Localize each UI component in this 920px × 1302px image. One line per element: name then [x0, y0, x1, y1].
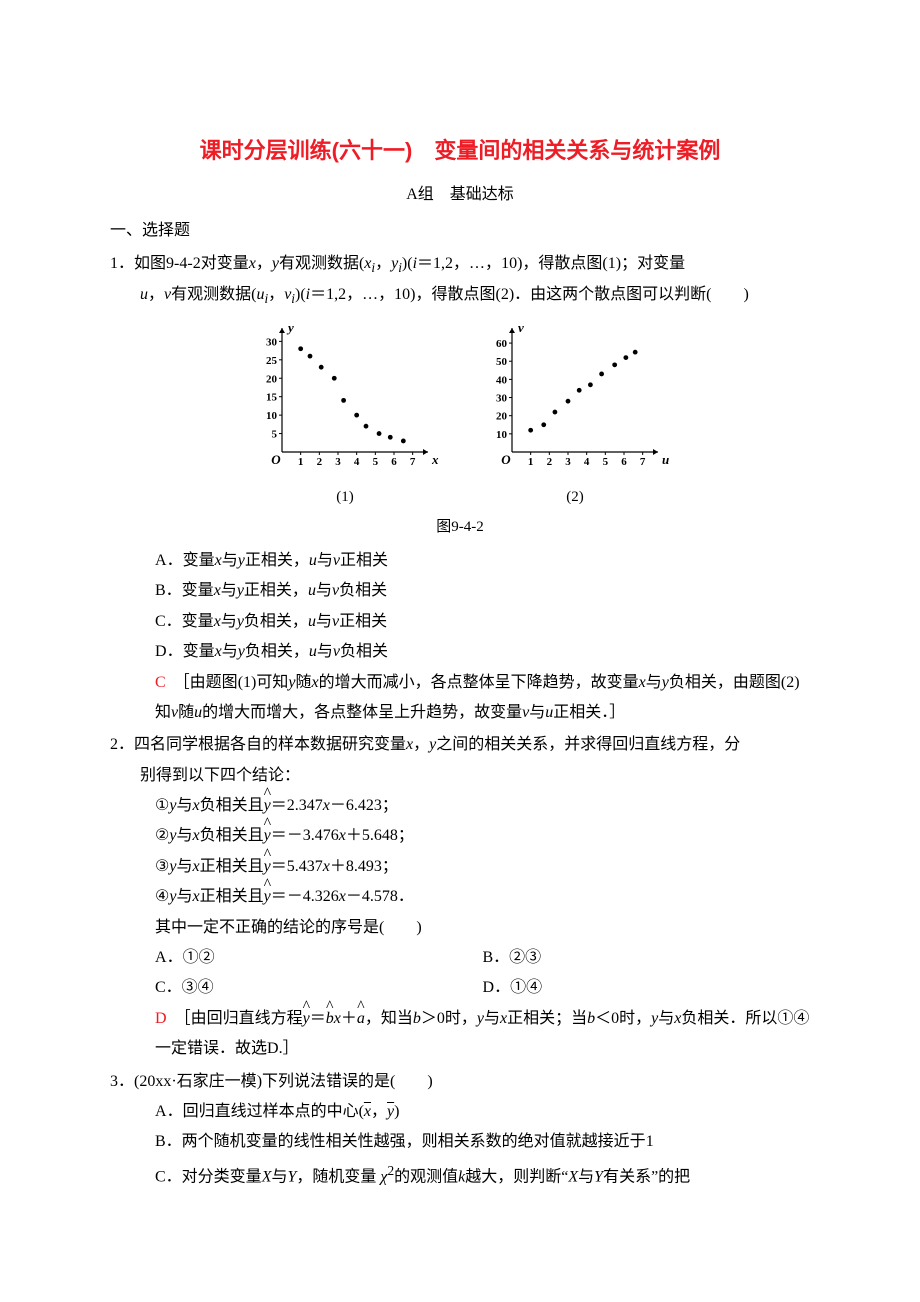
svg-text:20: 20: [266, 373, 278, 385]
q2-opts-row1: A．①② B．②③: [110, 943, 810, 973]
question-2: 2．四名同学根据各自的样本数据研究变量x，y之间的相关关系，并求得回归直线方程，…: [110, 730, 810, 1064]
svg-text:O: O: [271, 452, 281, 467]
q2-optA: A．①②: [155, 943, 483, 973]
question-3: 3．(20xx·石家庄一模)下列说法错误的是( ) A．回归直线过样本点的中心(…: [110, 1067, 810, 1193]
q1-optC: C．变量x与y负相关，u与v正相关: [110, 607, 810, 637]
q1-optA: A．变量x与y正相关，u与v正相关: [110, 546, 810, 576]
svg-text:x: x: [431, 452, 439, 467]
q2-stem-line2: 别得到以下四个结论：: [110, 761, 810, 791]
q3-num: 3．: [110, 1073, 134, 1090]
q3-optB: B．两个随机变量的线性相关性越强，则相关系数的绝对值就越接近于1: [110, 1127, 810, 1157]
group-label: A组 基础达标: [110, 180, 810, 210]
svg-text:6: 6: [621, 456, 627, 468]
page-title: 课时分层训练(六十一) 变量间的相关关系与统计案例: [110, 130, 810, 172]
q2-num: 2．: [110, 736, 134, 753]
q1-stem-line1: 如图9-4-2对变量x，y有观测数据(xi，yi)(i＝1,2，…，10)，得散…: [134, 255, 685, 272]
q2-explanation: ［由回归直线方程y＝bx＋a，知当b＞0时，y与x正相关；当b＜0时，y与x负相…: [155, 1010, 809, 1057]
svg-text:5: 5: [373, 456, 379, 468]
q2-optB: B．②③: [483, 943, 811, 973]
svg-text:1: 1: [528, 456, 534, 468]
q1-optB: B．变量x与y正相关，u与v负相关: [110, 576, 810, 606]
q3-stem: 3．(20xx·石家庄一模)下列说法错误的是( ): [110, 1067, 810, 1097]
subfigure-2: 1 23 4 56 7 10 20 30 40 50 60 Ou v (2): [480, 320, 670, 512]
svg-text:50: 50: [496, 356, 508, 368]
q2-c2: ②y与x负相关且y＝－3.476x＋5.648；: [110, 821, 810, 851]
page: 课时分层训练(六十一) 变量间的相关关系与统计案例 A组 基础达标 一、选择题 …: [0, 0, 920, 1302]
svg-text:6: 6: [391, 456, 397, 468]
q1-num: 1．: [110, 255, 134, 272]
q2-optC: C．③④: [155, 973, 483, 1003]
svg-text:30: 30: [266, 336, 278, 348]
question-1: 1．如图9-4-2对变量x，y有观测数据(xi，yi)(i＝1,2，…，10)，…: [110, 249, 810, 729]
q2-ask: 其中一定不正确的结论的序号是( ): [110, 913, 810, 943]
svg-text:2: 2: [547, 456, 553, 468]
q3-stem-text: (20xx·石家庄一模)下列说法错误的是( ): [134, 1073, 433, 1090]
svg-text:25: 25: [266, 354, 278, 366]
svg-text:5: 5: [603, 456, 609, 468]
svg-text:3: 3: [565, 456, 571, 468]
svg-text:40: 40: [496, 374, 508, 386]
q2-opts-row2: C．③④ D．①④: [110, 973, 810, 1003]
q2-c1: ①y与x负相关且y＝2.347x－6.423；: [110, 791, 810, 821]
scatter-plot-2: 1 23 4 56 7 10 20 30 40 50 60 Ou v: [480, 320, 670, 470]
q2-stem: 2．四名同学根据各自的样本数据研究变量x，y之间的相关关系，并求得回归直线方程，…: [110, 730, 810, 760]
svg-text:20: 20: [496, 410, 508, 422]
q1-optD: D．变量x与y负相关，u与v负相关: [110, 637, 810, 667]
q2-c3: ③y与x正相关且y＝5.437x＋8.493；: [110, 852, 810, 882]
subfig2-caption: (2): [480, 483, 670, 512]
q2-stem-line1: 四名同学根据各自的样本数据研究变量x，y之间的相关关系，并求得回归直线方程，分: [134, 736, 740, 753]
svg-text:y: y: [286, 320, 294, 335]
q3-optA: A．回归直线过样本点的中心(x，y): [110, 1097, 810, 1127]
svg-text:7: 7: [640, 456, 646, 468]
scatter-plot-1: 123456751015202530Oxy: [250, 320, 440, 470]
svg-text:30: 30: [496, 392, 508, 404]
q2-answer: D: [155, 1010, 167, 1027]
svg-text:4: 4: [354, 456, 360, 468]
svg-text:5: 5: [272, 428, 278, 440]
svg-text:1: 1: [298, 456, 304, 468]
subfig1-caption: (1): [250, 483, 440, 512]
svg-text:4: 4: [584, 456, 590, 468]
q2-answer-block: D ［由回归直线方程y＝bx＋a，知当b＞0时，y与x正相关；当b＜0时，y与x…: [110, 1004, 810, 1065]
svg-text:7: 7: [410, 456, 416, 468]
svg-text:u: u: [662, 452, 669, 467]
q3-optC: C．对分类变量X与Y，随机变量 χ2的观测值k越大，则判断“X与Y有关系”的把: [110, 1158, 810, 1193]
svg-text:10: 10: [266, 410, 278, 422]
svg-text:2: 2: [317, 456, 323, 468]
q1-explanation: ［由题图(1)可知y随x的增大而减小，各点整体呈下降趋势，故变量x与y负相关，由…: [155, 674, 800, 721]
q2-optD: D．①④: [483, 973, 811, 1003]
q1-stem-line2: u，v有观测数据(ui，vi)(i＝1,2，…，10)，得散点图(2)．由这两个…: [110, 280, 810, 312]
q1-stem: 1．如图9-4-2对变量x，y有观测数据(xi，yi)(i＝1,2，…，10)，…: [110, 249, 810, 281]
q1-answer-block: C ［由题图(1)可知y随x的增大而减小，各点整体呈下降趋势，故变量x与y负相关…: [110, 668, 810, 729]
figure-9-4-2: 123456751015202530Oxy (1) 12345671020304…: [110, 320, 810, 542]
svg-text:3: 3: [335, 456, 341, 468]
q2-c4: ④y与x正相关且y＝－4.326x－4.578．: [110, 882, 810, 912]
svg-text:10: 10: [496, 428, 508, 440]
svg-text:60: 60: [496, 338, 508, 350]
figure-caption: 图9-4-2: [110, 513, 810, 542]
section-heading: 一、选择题: [110, 216, 810, 246]
svg-text:15: 15: [266, 391, 278, 403]
subfigure-1: 123456751015202530Oxy (1): [250, 320, 440, 512]
q1-answer: C: [155, 674, 166, 691]
svg-text:O: O: [501, 452, 511, 467]
svg-text:v: v: [518, 320, 524, 335]
